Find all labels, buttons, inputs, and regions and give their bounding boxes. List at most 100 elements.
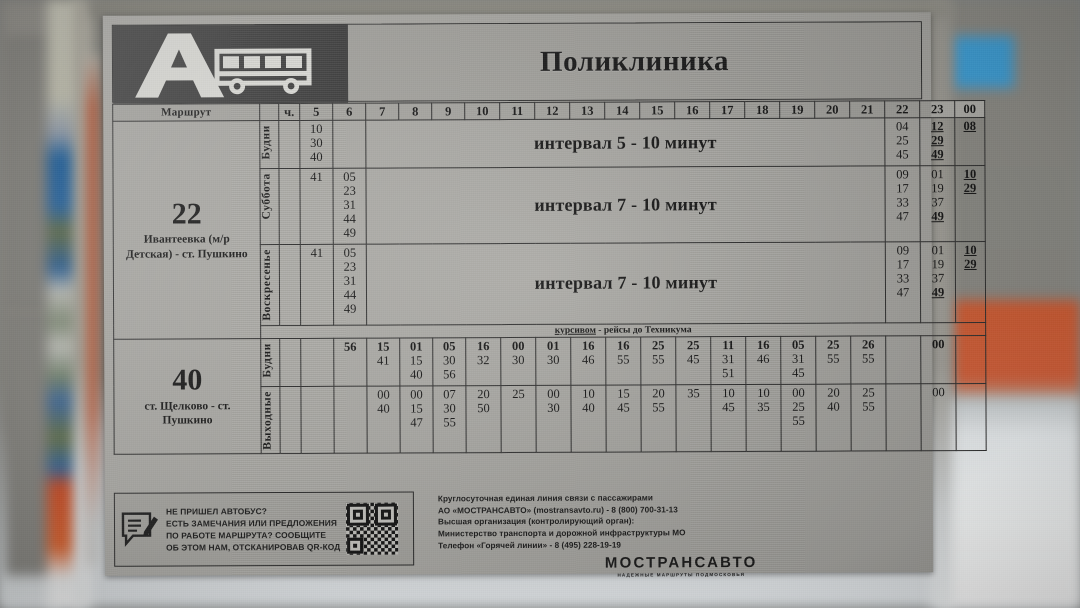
feedback-line-3: ПО РАБОТЕ МАРШРУТА? СООБЩИТЕ: [166, 529, 327, 541]
cell-40-Выходные-7: 00 40: [366, 385, 401, 454]
col-header-hour-19: 19: [779, 101, 815, 119]
qr-code-icon[interactable]: [346, 502, 399, 555]
cell-40-Будни-11: 00 30: [500, 336, 536, 386]
cell-40-Будни-9: 05 30 56: [432, 337, 466, 386]
feedback-line-2: ЕСТЬ ЗАМЕЧАНИЯ ИЛИ ПРЕДЛОЖЕНИЯ: [165, 517, 338, 529]
cell-40-Выходные-14: 15 45: [605, 384, 642, 453]
bg-right-snow: [940, 398, 1080, 608]
cell-22-Будни-22: 04 25 45: [884, 117, 920, 166]
bg-right-sky-patch: [952, 36, 1014, 88]
table-row: 40 ст. Щелково - ст. Пушкино Будни 56 15 41 01…: [113, 335, 986, 455]
cell-40-Выходные-00: [955, 383, 987, 451]
col-header-hour-10: 10: [464, 102, 500, 120]
brand-name: МОСТРАНСАВТО: [604, 554, 758, 572]
cell-40-Выходные-11: 25: [500, 384, 537, 453]
cell-40-Будни-22: [885, 335, 921, 384]
interval-text-Будни: интервал 5 - 10 минут: [365, 117, 885, 169]
cell-22-Суббота-23: 01 19 37 49: [919, 165, 956, 242]
cell-40-Будни-15: 25 55: [640, 336, 676, 385]
cell-40-Будни-16: 25 45: [675, 336, 711, 385]
cell-40-Выходные-19: 00 25 55: [780, 383, 817, 452]
cell-22-Будни-00: 08: [954, 117, 985, 166]
cell-40-Будни-12: 01 30: [535, 336, 571, 385]
daytype-label-Будни: Будни: [259, 120, 279, 169]
feedback-line-4: ОБ ЭТОМ НАМ, ОТСКАНИРОВАВ QR-КОД: [166, 541, 341, 553]
cell-40-Будни-5: [300, 337, 334, 387]
cell-22-Воскресенье-00: 10 29: [955, 241, 986, 323]
cell-40-Выходные-8: 00 15 47: [399, 385, 434, 454]
col-header-hour-12: 12: [534, 102, 570, 120]
cell-22-Суббота-00: 10 29: [954, 165, 986, 242]
bus-timetable-poster: Поликлиника Маршрут ч. 5 6 7 8 9 10: [102, 12, 987, 578]
col-header-route: Маршрут: [112, 103, 260, 122]
col-header-hour-6: 6: [332, 103, 366, 121]
feedback-line-1: НЕ ПРИШЕЛ АВТОБУС?: [165, 505, 267, 517]
table-row: 22 Ивантеевка (м/р Детская) - ст. Пушкино…: [112, 117, 985, 339]
bg-top-ledge: [90, 0, 950, 16]
cell-40-Будни-13: 16 46: [570, 336, 606, 385]
daytype-label-Выходные: Выходные: [260, 386, 281, 454]
col-header-hour-18: 18: [744, 101, 780, 119]
cell-40-Выходные-18: 10 35: [745, 383, 782, 452]
cell-40-Выходные-23: 00: [920, 383, 957, 452]
cell-40-Выходные-10: 20 50: [465, 385, 502, 454]
cell-22-Воскресенье-5: 41: [300, 244, 334, 326]
brand-block: МОСТРАНСАВТО НАДЕЖНЫЕ МАРШРУТЫ ПОДМОСКОВ…: [438, 553, 924, 578]
contacts-block: Круглосуточная единая линия связи с пасс…: [424, 489, 924, 577]
bg-right-orange-wall: [952, 300, 1080, 405]
cell-40-Будни-6: 56: [333, 337, 367, 386]
cell-40-Будни-14: 16 55: [605, 336, 641, 385]
feedback-block: НЕ ПРИШЕЛ АВТОБУС? ЕСТЬ ЗАМЕЧАНИЯ ИЛИ ПР…: [113, 491, 415, 567]
timetable-body: 22 Ивантеевка (м/р Детская) - ст. Пушкино…: [112, 117, 987, 455]
hour-spacer-cell: [279, 244, 301, 326]
cell-22-Воскресенье-23: 01 19 37 49: [920, 241, 956, 323]
col-header-hour-9: 9: [431, 102, 465, 120]
hour-spacer-cell: [279, 338, 301, 387]
poster-footer: НЕ ПРИШЕЛ АВТОБУС? ЕСТЬ ЗАМЕЧАНИЯ ИЛИ ПР…: [113, 489, 924, 578]
cell-40-Будни-00: [955, 335, 986, 384]
avtobus-a-logo-icon: [112, 24, 349, 104]
cell-22-Воскресенье-22: 09 17 33 47: [885, 241, 921, 323]
cell-40-Будни-8: 01 15 40: [399, 337, 433, 386]
col-header-hour-7: 7: [365, 103, 399, 121]
col-header-hour-00: 00: [954, 100, 985, 118]
poster-header: Поликлиника: [111, 21, 923, 104]
cell-22-Будни-5: 10 30 40: [299, 120, 333, 169]
interval-text-Воскресенье: интервал 7 - 10 минут: [366, 241, 886, 325]
cell-22-Суббота-6: 05 23 31 44 49: [332, 168, 367, 245]
col-header-hour-5: 5: [299, 103, 333, 121]
hour-spacer-cell: [278, 168, 301, 245]
cell-40-Будни-20: 25 55: [815, 335, 851, 384]
cell-40-Выходные-16: 35: [675, 384, 712, 453]
hour-spacer-cell: [279, 386, 302, 454]
cell-40-Выходные-17: 10 45: [710, 384, 747, 452]
col-header-hour-8: 8: [398, 102, 432, 121]
cell-22-Суббота-5: 41: [299, 168, 334, 245]
route-number: 40: [172, 363, 203, 397]
bg-right-post: [930, 0, 952, 608]
hour-spacer-cell: [278, 120, 300, 169]
interval-text-Суббота: интервал 7 - 10 минут: [365, 165, 886, 245]
route-name: Ивантеевка (м/р Детская) - ст. Пушкино: [126, 233, 248, 261]
col-header-hour: ч.: [278, 103, 300, 121]
daytype-label-Воскресенье: Воскресенье: [260, 244, 280, 326]
cell-22-Будни-23: 12 29 49: [919, 117, 955, 166]
cell-22-Суббота-22: 09 17 33 47: [884, 165, 921, 242]
col-header-hour-23: 23: [919, 100, 955, 118]
cell-40-Выходные-12: 00 30: [535, 384, 572, 453]
col-header-hour-11: 11: [499, 102, 535, 120]
daytype-label-Суббота: Суббота: [259, 168, 280, 245]
cell-40-Выходные-22: [885, 383, 922, 452]
col-header-hour-14: 14: [604, 101, 640, 120]
feedback-pencil-icon: [121, 512, 158, 547]
col-header-hour-21: 21: [849, 100, 885, 119]
page-title: Поликлиника: [539, 44, 730, 78]
cell-40-Выходные-13: 10 40: [570, 384, 607, 453]
cell-40-Будни-17: 11 31 51: [710, 336, 746, 385]
cell-40-Будни-10: 16 32: [465, 337, 501, 386]
route-cell-22: 22 Ивантеевка (м/р Детская) - ст. Пушкино: [112, 120, 261, 339]
poster-title-cell: Поликлиника: [347, 22, 922, 101]
col-header-hour-13: 13: [569, 102, 605, 120]
cell-40-Будни-19: 05 31 45: [780, 335, 816, 384]
col-header-hour-16: 16: [674, 101, 710, 119]
